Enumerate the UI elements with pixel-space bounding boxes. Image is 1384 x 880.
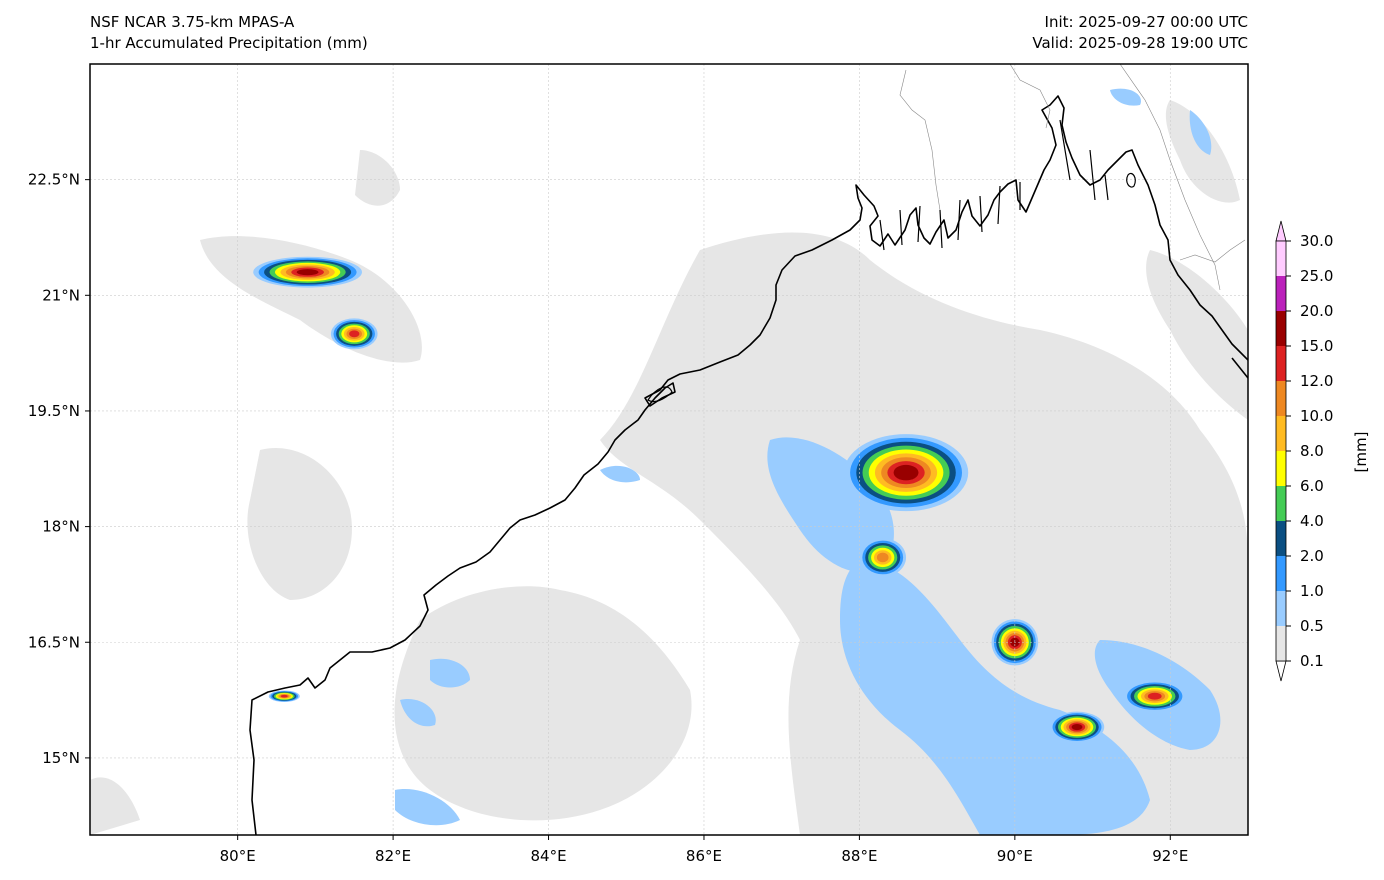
lon-tick-label: 88°E <box>841 847 877 865</box>
colorbar-swatch <box>1276 311 1286 346</box>
map-frame <box>89 63 1249 836</box>
coastline <box>249 95 1248 835</box>
lon-tick-label: 92°E <box>1152 847 1188 865</box>
colorbar-swatch <box>1276 346 1286 381</box>
precip-cell <box>1049 711 1105 743</box>
gridlines <box>90 64 1248 835</box>
colorbar-level-label: 15.0 <box>1300 337 1333 355</box>
sundarbans-channels <box>879 119 1109 251</box>
colorbar-level-label: 8.0 <box>1300 442 1324 460</box>
colorbar-level-label: 0.1 <box>1300 652 1324 670</box>
colorbar-swatch <box>1276 591 1286 626</box>
country-border <box>899 64 1246 291</box>
colorbar-swatch <box>1276 486 1286 521</box>
india-east-coast <box>249 95 1248 835</box>
precip-contour <box>1147 692 1162 700</box>
colorbar-extend-high <box>1275 220 1287 242</box>
precip-contour <box>1071 723 1083 731</box>
colorbar-level-label: 30.0 <box>1300 232 1333 250</box>
india-east-coast-tail <box>1231 357 1248 379</box>
valid-time: Valid: 2025-09-28 19:00 UTC <box>1032 34 1248 52</box>
precip-cell <box>859 538 907 577</box>
header-right: Init: 2025-09-27 00:00 UTC Valid: 2025-0… <box>1032 12 1248 54</box>
lon-tick-label: 84°E <box>530 847 566 865</box>
colorbar-level-label: 6.0 <box>1300 477 1324 495</box>
lat-tick-label: 16.5°N <box>28 633 80 651</box>
chilika-lake <box>647 386 673 403</box>
lat-tick-label: 15°N <box>42 749 80 767</box>
precip-contour <box>893 464 919 481</box>
moderate-rain-areas <box>395 88 1221 835</box>
colorbar-level-label: 1.0 <box>1300 582 1324 600</box>
lat-tick-label: 22.5°N <box>28 171 80 189</box>
colorbar-unit-label: [mm] <box>1352 432 1370 473</box>
colorbar-extend-low <box>1275 660 1287 682</box>
precip-cell <box>253 256 363 288</box>
colorbar-level-label: 20.0 <box>1300 302 1333 320</box>
field-title: 1-hr Accumulated Precipitation (mm) <box>90 34 368 52</box>
lat-tick-label: 19.5°N <box>28 402 80 420</box>
colorbar-level-label: 25.0 <box>1300 267 1333 285</box>
colorbar-level-label: 4.0 <box>1300 512 1324 530</box>
colorbar-level-label: 2.0 <box>1300 547 1324 565</box>
colorbar-swatch <box>1276 416 1286 451</box>
model-title: NSF NCAR 3.75-km MPAS-A <box>90 13 295 31</box>
precipitation-field <box>90 88 1248 835</box>
colorbar-swatch <box>1276 626 1286 661</box>
precip-contour <box>280 694 288 698</box>
lat-tick-label: 21°N <box>42 286 80 304</box>
colorbar-level-label: 12.0 <box>1300 372 1333 390</box>
lon-tick-label: 82°E <box>375 847 411 865</box>
colorbar-swatch <box>1276 521 1286 556</box>
lon-tick-label: 86°E <box>686 847 722 865</box>
colorbar-swatch <box>1276 241 1286 276</box>
precip-cell <box>330 318 378 350</box>
precip-contour <box>876 552 889 563</box>
colorbar-swatch <box>1276 381 1286 416</box>
precip-contour <box>296 269 319 276</box>
colorbar-swatch <box>1276 556 1286 591</box>
lat-tick-label: 18°N <box>42 518 80 536</box>
lon-tick-label: 80°E <box>220 847 256 865</box>
precip-cell <box>843 434 969 512</box>
lon-tick-label: 90°E <box>997 847 1033 865</box>
precip-contour <box>349 330 360 338</box>
colorbar-swatch <box>1276 451 1286 486</box>
header-left: NSF NCAR 3.75-km MPAS-A 1-hr Accumulated… <box>90 12 368 54</box>
precip-cell <box>1123 680 1186 712</box>
precip-cell <box>268 690 300 703</box>
colorbar-level-label: 10.0 <box>1300 407 1333 425</box>
island <box>1126 172 1136 188</box>
colorbar: 0.1 0.5 1.0 2.0 4.0 6.0 8.0 10.0 12.0 15.0 20.0 25.… <box>1275 220 1333 682</box>
colorbar-swatch <box>1276 276 1286 311</box>
init-time: Init: 2025-09-27 00:00 UTC <box>1044 13 1248 31</box>
axis-ticks: 80°E 82°E 84°E 86°E 88°E 90°E 92°E 15°N 16.5°N 18… <box>28 171 1188 865</box>
colorbar-level-label: 0.5 <box>1300 617 1324 635</box>
